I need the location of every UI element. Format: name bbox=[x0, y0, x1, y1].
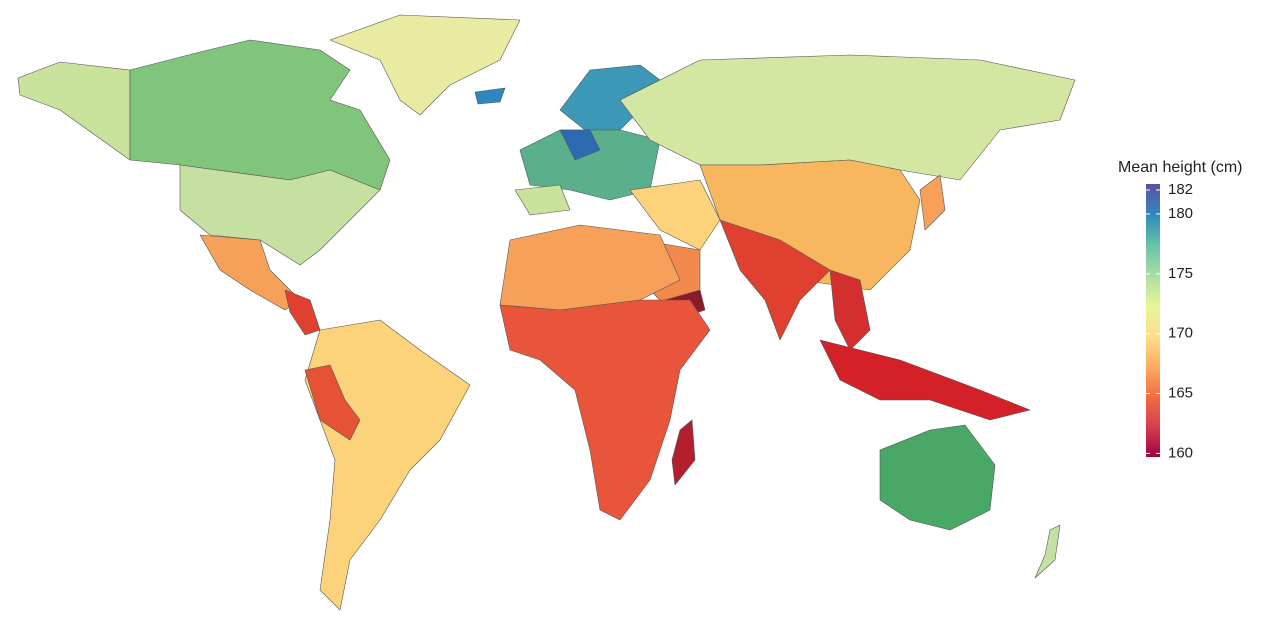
legend-title: Mean height (cm) bbox=[1118, 159, 1243, 176]
country bbox=[329, 14, 521, 116]
country bbox=[514, 184, 571, 216]
country bbox=[559, 129, 601, 161]
country bbox=[719, 219, 831, 341]
country bbox=[474, 87, 506, 105]
country bbox=[499, 224, 681, 311]
country bbox=[179, 164, 381, 266]
tick-label: 180 bbox=[1168, 205, 1193, 222]
country bbox=[1034, 524, 1061, 579]
country bbox=[304, 319, 471, 611]
country bbox=[629, 179, 721, 251]
country bbox=[499, 299, 711, 521]
tick-label: 165 bbox=[1168, 385, 1193, 402]
country bbox=[17, 61, 131, 161]
tick-label: 160 bbox=[1168, 444, 1193, 461]
country bbox=[919, 174, 946, 231]
country bbox=[129, 39, 391, 191]
world-map bbox=[17, 14, 1076, 611]
country bbox=[671, 419, 696, 486]
country bbox=[819, 339, 1031, 421]
country bbox=[304, 364, 361, 441]
country bbox=[879, 424, 996, 531]
country bbox=[829, 269, 871, 351]
country bbox=[284, 289, 321, 336]
tick-label: 170 bbox=[1168, 325, 1193, 342]
colorbar bbox=[1146, 184, 1160, 457]
tick-label: 182 bbox=[1168, 181, 1193, 198]
tick-label: 175 bbox=[1168, 265, 1193, 282]
